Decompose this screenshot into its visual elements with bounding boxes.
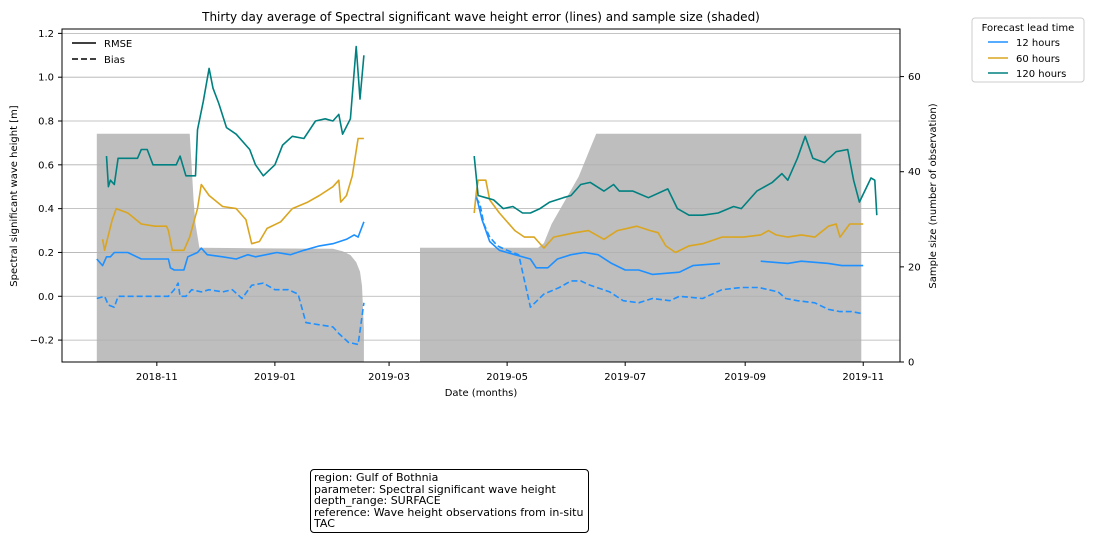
series-line-120-hours-rmse: [473, 135, 878, 216]
series-line-12-hours-rmse: [96, 221, 365, 271]
series-line-12-hours-rmse: [475, 195, 721, 276]
legend-rmse-label: RMSE: [104, 39, 132, 50]
info-reference: reference: Wave height observations from…: [314, 505, 584, 519]
y-axis-right-label: Sample size (number of observation): [928, 103, 939, 288]
x-axis: 2018-11 2019-01 2019-03 2019-05 2019-07 2019-…: [136, 362, 884, 383]
x-tick-label: 2019-03: [368, 372, 410, 383]
series-line-12-hours-bias: [475, 197, 864, 315]
y-tick-label: 1.0: [38, 73, 54, 84]
x-tick-label: 2019-05: [486, 372, 528, 383]
info-box: region: Gulf of Bothnia parameter: Spect…: [310, 469, 589, 533]
x-tick-label: 2019-11: [842, 372, 884, 383]
grid: [62, 32, 900, 341]
y-axis-right: 0 20 40 60: [900, 72, 921, 369]
y-right-tick-label: 0: [908, 358, 914, 369]
x-tick-label: 2019-09: [724, 372, 766, 383]
y-tick-label: 0.6: [38, 160, 54, 171]
series-line-60-hours-rmse: [101, 137, 364, 252]
legend-bias-label: Bias: [104, 55, 125, 66]
info-depth-range: depth_range: SURFACE: [314, 494, 441, 508]
info-region: region: Gulf of Bothnia: [314, 471, 439, 484]
chart-title: Thirty day average of Spectral significa…: [201, 10, 760, 24]
series-line-12-hours-rmse: [760, 260, 864, 267]
x-axis-label: Date (months): [445, 388, 518, 399]
lead-time-legend: Forecast lead time 12 hours 60 hours 120…: [971, 17, 1085, 83]
legend-12h-label: 12 hours: [1016, 38, 1060, 49]
y-tick-label: 1.2: [38, 29, 54, 40]
info-reference-cont: TAC: [314, 517, 335, 531]
y-tick-label: 0.2: [38, 248, 54, 259]
sample-size-layer: [96, 133, 862, 362]
x-tick-label: 2019-01: [254, 372, 296, 383]
lead-time-legend-frame: [971, 17, 1085, 83]
y-axis-label: Spectral significant wave height [m]: [9, 105, 20, 287]
series-line-60-hours-rmse: [473, 179, 864, 254]
y-tick-label: 0.0: [38, 292, 54, 303]
y-tick-label: −0.2: [30, 336, 54, 347]
y-right-tick-label: 60: [908, 72, 921, 83]
legend-120h-label: 120 hours: [1016, 69, 1066, 80]
y-tick-label: 0.4: [38, 204, 54, 215]
y-right-tick-label: 20: [908, 262, 921, 273]
x-tick-label: 2019-07: [604, 372, 646, 383]
series-layer: [96, 45, 878, 346]
sample-size-area: [96, 133, 862, 362]
series-line-120-hours-rmse: [105, 45, 365, 188]
linestyle-legend: RMSE Bias: [72, 39, 132, 66]
x-tick-label: 2018-11: [136, 372, 178, 383]
y-tick-label: 0.8: [38, 117, 54, 128]
legend-60h-label: 60 hours: [1016, 54, 1060, 65]
lead-time-legend-title: Forecast lead time: [982, 23, 1075, 34]
y-axis: −0.2 0.0 0.2 0.4 0.6 0.8 1.0 1.2: [30, 29, 62, 347]
info-parameter: parameter: Spectral significant wave hei…: [314, 482, 556, 496]
plot-frame: [61, 28, 901, 363]
series-line-12-hours-bias: [96, 282, 365, 346]
y-right-tick-label: 40: [908, 167, 921, 178]
